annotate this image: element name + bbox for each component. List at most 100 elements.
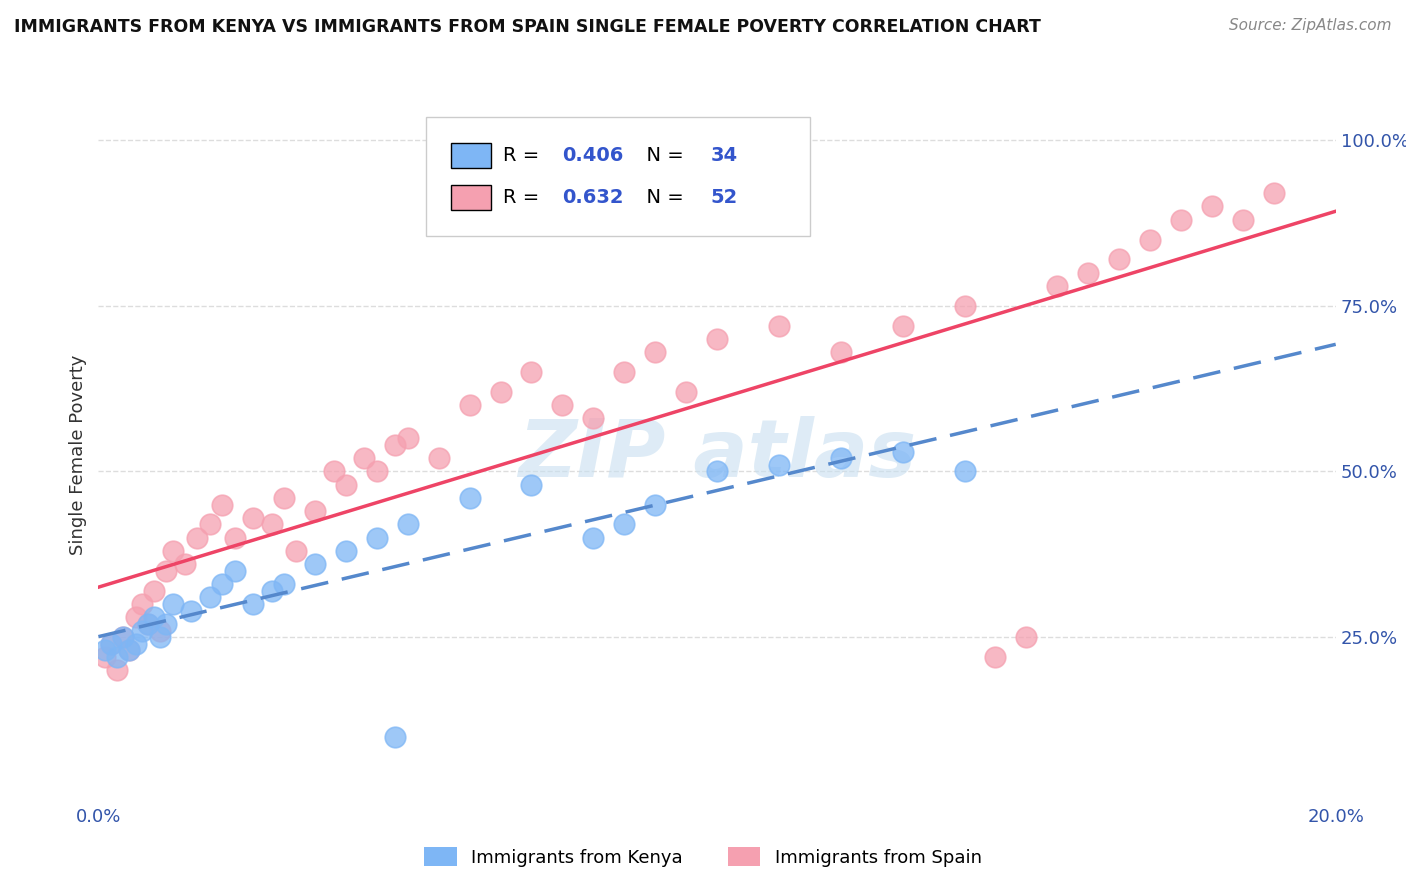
Point xyxy=(100,637,122,651)
Point xyxy=(891,444,914,458)
Text: 34: 34 xyxy=(711,146,738,165)
Point xyxy=(136,616,159,631)
Point xyxy=(384,438,406,452)
Point xyxy=(706,332,728,346)
Point xyxy=(93,643,115,657)
Point xyxy=(1108,252,1130,267)
Point xyxy=(260,583,283,598)
Point xyxy=(112,630,135,644)
Point xyxy=(1046,279,1069,293)
Legend: Immigrants from Kenya, Immigrants from Spain: Immigrants from Kenya, Immigrants from S… xyxy=(418,840,988,874)
Point xyxy=(582,531,605,545)
Point xyxy=(953,299,976,313)
Point xyxy=(396,431,419,445)
Text: 0.406: 0.406 xyxy=(562,146,624,165)
Text: ZIP atlas: ZIP atlas xyxy=(517,416,917,494)
Point xyxy=(366,465,388,479)
Point xyxy=(1201,199,1223,213)
Point xyxy=(384,730,406,744)
Point xyxy=(335,544,357,558)
Point xyxy=(768,458,790,472)
Point xyxy=(891,318,914,333)
Point xyxy=(273,491,295,505)
Point xyxy=(100,637,122,651)
Point xyxy=(186,531,208,545)
Point xyxy=(322,465,344,479)
Point xyxy=(644,345,666,359)
Point xyxy=(304,504,326,518)
Point xyxy=(162,597,184,611)
Text: N =: N = xyxy=(634,146,690,165)
Point xyxy=(582,411,605,425)
Point xyxy=(155,616,177,631)
Point xyxy=(198,517,221,532)
Point xyxy=(224,564,246,578)
FancyBboxPatch shape xyxy=(451,144,491,169)
Text: N =: N = xyxy=(634,188,690,207)
Point xyxy=(984,650,1007,665)
Point xyxy=(118,643,141,657)
Point xyxy=(242,597,264,611)
Point xyxy=(427,451,450,466)
Text: 0.632: 0.632 xyxy=(562,188,624,207)
Point xyxy=(198,591,221,605)
Point xyxy=(458,491,481,505)
Point xyxy=(174,558,197,572)
Point xyxy=(93,650,115,665)
Point xyxy=(953,465,976,479)
Point xyxy=(273,577,295,591)
Point xyxy=(1232,212,1254,227)
Point xyxy=(830,451,852,466)
Point xyxy=(613,365,636,379)
Text: 52: 52 xyxy=(711,188,738,207)
Point xyxy=(551,398,574,412)
Point xyxy=(105,663,128,677)
Point xyxy=(149,624,172,638)
Point xyxy=(224,531,246,545)
Point xyxy=(155,564,177,578)
Point xyxy=(353,451,375,466)
Point xyxy=(458,398,481,412)
Point xyxy=(260,517,283,532)
Text: Source: ZipAtlas.com: Source: ZipAtlas.com xyxy=(1229,18,1392,33)
Point xyxy=(180,604,202,618)
Point xyxy=(285,544,308,558)
Point xyxy=(1170,212,1192,227)
Point xyxy=(149,630,172,644)
Point xyxy=(366,531,388,545)
Point xyxy=(335,477,357,491)
Text: R =: R = xyxy=(503,188,546,207)
Point xyxy=(1139,233,1161,247)
Point xyxy=(136,616,159,631)
Text: R =: R = xyxy=(503,146,546,165)
Point xyxy=(1015,630,1038,644)
Point xyxy=(830,345,852,359)
Point xyxy=(118,643,141,657)
Point xyxy=(112,630,135,644)
Point xyxy=(304,558,326,572)
Point xyxy=(1077,266,1099,280)
Point xyxy=(768,318,790,333)
Point xyxy=(675,384,697,399)
Point xyxy=(613,517,636,532)
Point xyxy=(162,544,184,558)
Point xyxy=(1263,186,1285,201)
Point xyxy=(644,498,666,512)
Point xyxy=(211,577,233,591)
Point xyxy=(143,610,166,624)
Text: IMMIGRANTS FROM KENYA VS IMMIGRANTS FROM SPAIN SINGLE FEMALE POVERTY CORRELATION: IMMIGRANTS FROM KENYA VS IMMIGRANTS FROM… xyxy=(14,18,1040,36)
Point xyxy=(520,477,543,491)
FancyBboxPatch shape xyxy=(426,118,810,235)
Point xyxy=(396,517,419,532)
Point xyxy=(706,465,728,479)
Point xyxy=(242,511,264,525)
Point xyxy=(520,365,543,379)
Point xyxy=(124,610,146,624)
Point xyxy=(124,637,146,651)
Point xyxy=(105,650,128,665)
Point xyxy=(489,384,512,399)
Point xyxy=(131,624,153,638)
Y-axis label: Single Female Poverty: Single Female Poverty xyxy=(69,355,87,555)
Point xyxy=(143,583,166,598)
Point xyxy=(131,597,153,611)
